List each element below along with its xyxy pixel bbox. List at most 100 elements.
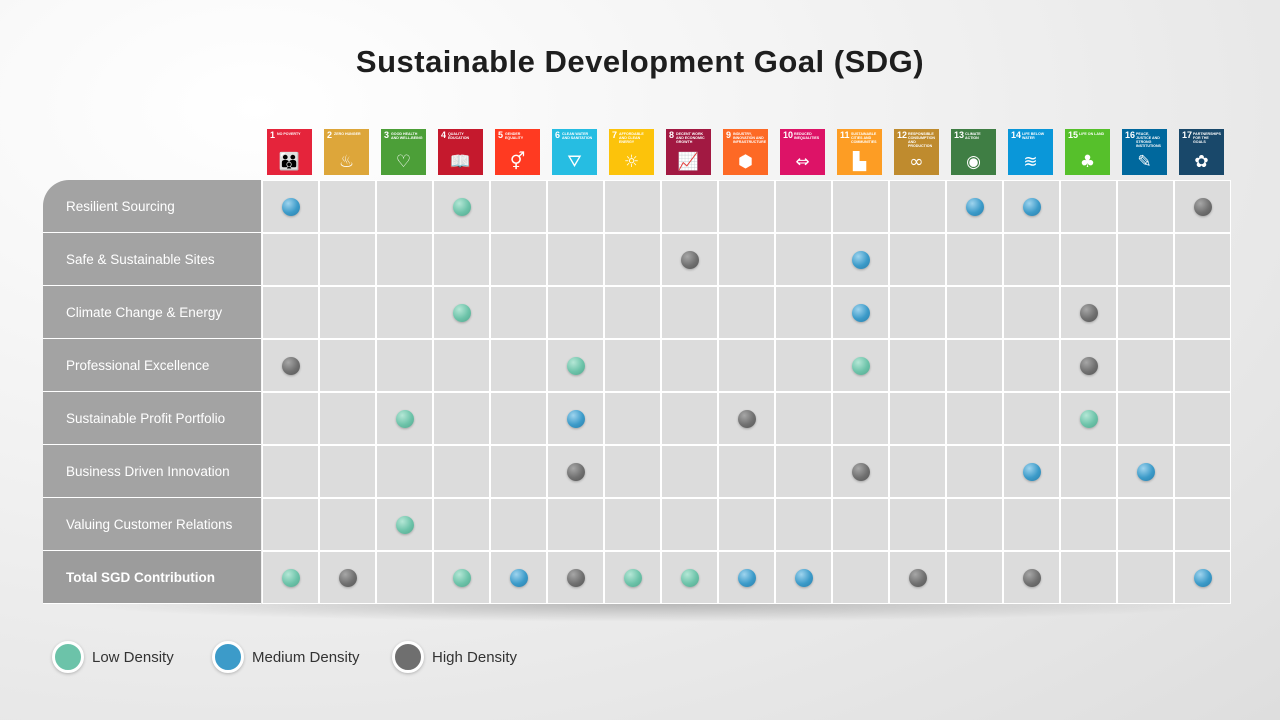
medium-density-dot (794, 568, 813, 587)
matrix-cell (718, 233, 775, 286)
sdg-number: 10 (783, 130, 794, 140)
sdg-number: 5 (498, 130, 504, 140)
legend-item-low: Low Density (52, 641, 174, 673)
matrix-cell (889, 392, 946, 445)
matrix-cell (433, 233, 490, 286)
matrix-cell (604, 445, 661, 498)
high-density-dot (851, 462, 870, 481)
low-density-swatch (52, 641, 84, 673)
matrix-cell (1117, 180, 1174, 233)
matrix-cell (262, 233, 319, 286)
matrix-cell (946, 392, 1003, 445)
matrix-cell (1060, 339, 1117, 392)
low-density-dot (851, 356, 870, 375)
sdg-number: 1 (270, 130, 276, 140)
matrix-cell (661, 445, 718, 498)
matrix-cell (1117, 286, 1174, 339)
matrix-cell (1060, 392, 1117, 445)
matrix-cell (775, 445, 832, 498)
legend-label: High Density (432, 648, 518, 666)
sdg-tile-10: 10 Reduced Inequalities ⇔ (780, 129, 825, 175)
matrix-cell (889, 180, 946, 233)
matrix-cell (775, 286, 832, 339)
sdg-tile-4: 4 Quality Education 📖 (438, 129, 483, 175)
matrix-cell (1060, 180, 1117, 233)
matrix-cell (547, 339, 604, 392)
medium-density-dot (1193, 568, 1212, 587)
sdg-number: 9 (726, 130, 732, 140)
matrix-cell (889, 339, 946, 392)
matrix-cell (319, 551, 376, 604)
row-label: Resilient Sourcing (43, 180, 261, 233)
sdg-number: 11 (840, 130, 850, 140)
row-label: Valuing Customer Relations (43, 498, 261, 551)
page-title: Sustainable Development Goal (SDG) (355, 44, 925, 79)
sdg-name: Partnerships for the Goals (1193, 132, 1221, 144)
sdg-tile-17: 17 Partnerships for the Goals ✿ (1179, 129, 1224, 175)
low-density-dot (680, 568, 699, 587)
matrix-cell (832, 180, 889, 233)
sdg-icon-header: 1 No Poverty 👪 2 Zero Hunger ♨ 3 Good Health an… (262, 129, 1231, 175)
matrix-cell (1174, 498, 1231, 551)
matrix-cell (376, 551, 433, 604)
matrix-cell (889, 445, 946, 498)
high-density-dot (1079, 303, 1098, 322)
matrix-cell (1174, 551, 1231, 604)
matrix-cell (775, 180, 832, 233)
matrix-cell (604, 392, 661, 445)
sdg-tile-9: 9 Industry, Innovation and Infrastructure… (723, 129, 768, 175)
high-density-dot (1079, 356, 1098, 375)
sdg-name: Zero Hunger (334, 132, 361, 136)
matrix-cell (775, 551, 832, 604)
medium-density-dot (851, 250, 870, 269)
medium-density-dot (965, 197, 984, 216)
matrix-shadow (70, 604, 1230, 622)
matrix-cell (661, 233, 718, 286)
high-density-dot (1193, 197, 1212, 216)
infinity-icon: ∞ (909, 152, 924, 172)
row-label: Climate Change & Energy (43, 286, 261, 339)
sdg-name: Good Health and Well-Being (391, 132, 423, 140)
sdg-tile-2: 2 Zero Hunger ♨ (324, 129, 369, 175)
matrix-cell (490, 498, 547, 551)
legend-label: Low Density (92, 648, 174, 666)
matrix-cell (832, 233, 889, 286)
matrix-cell (376, 180, 433, 233)
matrix-cell (832, 551, 889, 604)
matrix-cell (262, 498, 319, 551)
matrix-cell (1003, 392, 1060, 445)
matrix-cell (889, 498, 946, 551)
matrix-cell (832, 286, 889, 339)
sdg-tile-1: 1 No Poverty 👪 (267, 129, 312, 175)
sdg-name: Reduced Inequalities (794, 132, 820, 140)
tree-icon: ♣ (1079, 152, 1096, 172)
matrix-cell (832, 339, 889, 392)
matrix-cell (1117, 445, 1174, 498)
matrix-cell (946, 445, 1003, 498)
matrix-cell (661, 339, 718, 392)
matrix-cell (1117, 498, 1174, 551)
matrix-cell (1003, 551, 1060, 604)
matrix-cell (319, 233, 376, 286)
matrix-cell (1060, 551, 1117, 604)
high-density-dot (566, 568, 585, 587)
sdg-tile-15: 15 Life on Land ♣ (1065, 129, 1110, 175)
matrix-cell (376, 233, 433, 286)
matrix-cell (262, 551, 319, 604)
row-label: Business Driven Innovation (43, 445, 261, 498)
matrix-cell (1060, 498, 1117, 551)
matrix-cell (433, 339, 490, 392)
matrix-cell (1174, 392, 1231, 445)
low-density-dot (281, 568, 300, 587)
high-density-dot (908, 568, 927, 587)
matrix-cell (604, 233, 661, 286)
matrix-cell (1174, 233, 1231, 286)
matrix-cell (262, 180, 319, 233)
high-density-dot (566, 462, 585, 481)
matrix-cell (262, 286, 319, 339)
matrix-cell (1174, 445, 1231, 498)
matrix-cell (604, 339, 661, 392)
matrix-cell (490, 233, 547, 286)
matrix-cell (1117, 551, 1174, 604)
matrix-cell (604, 551, 661, 604)
